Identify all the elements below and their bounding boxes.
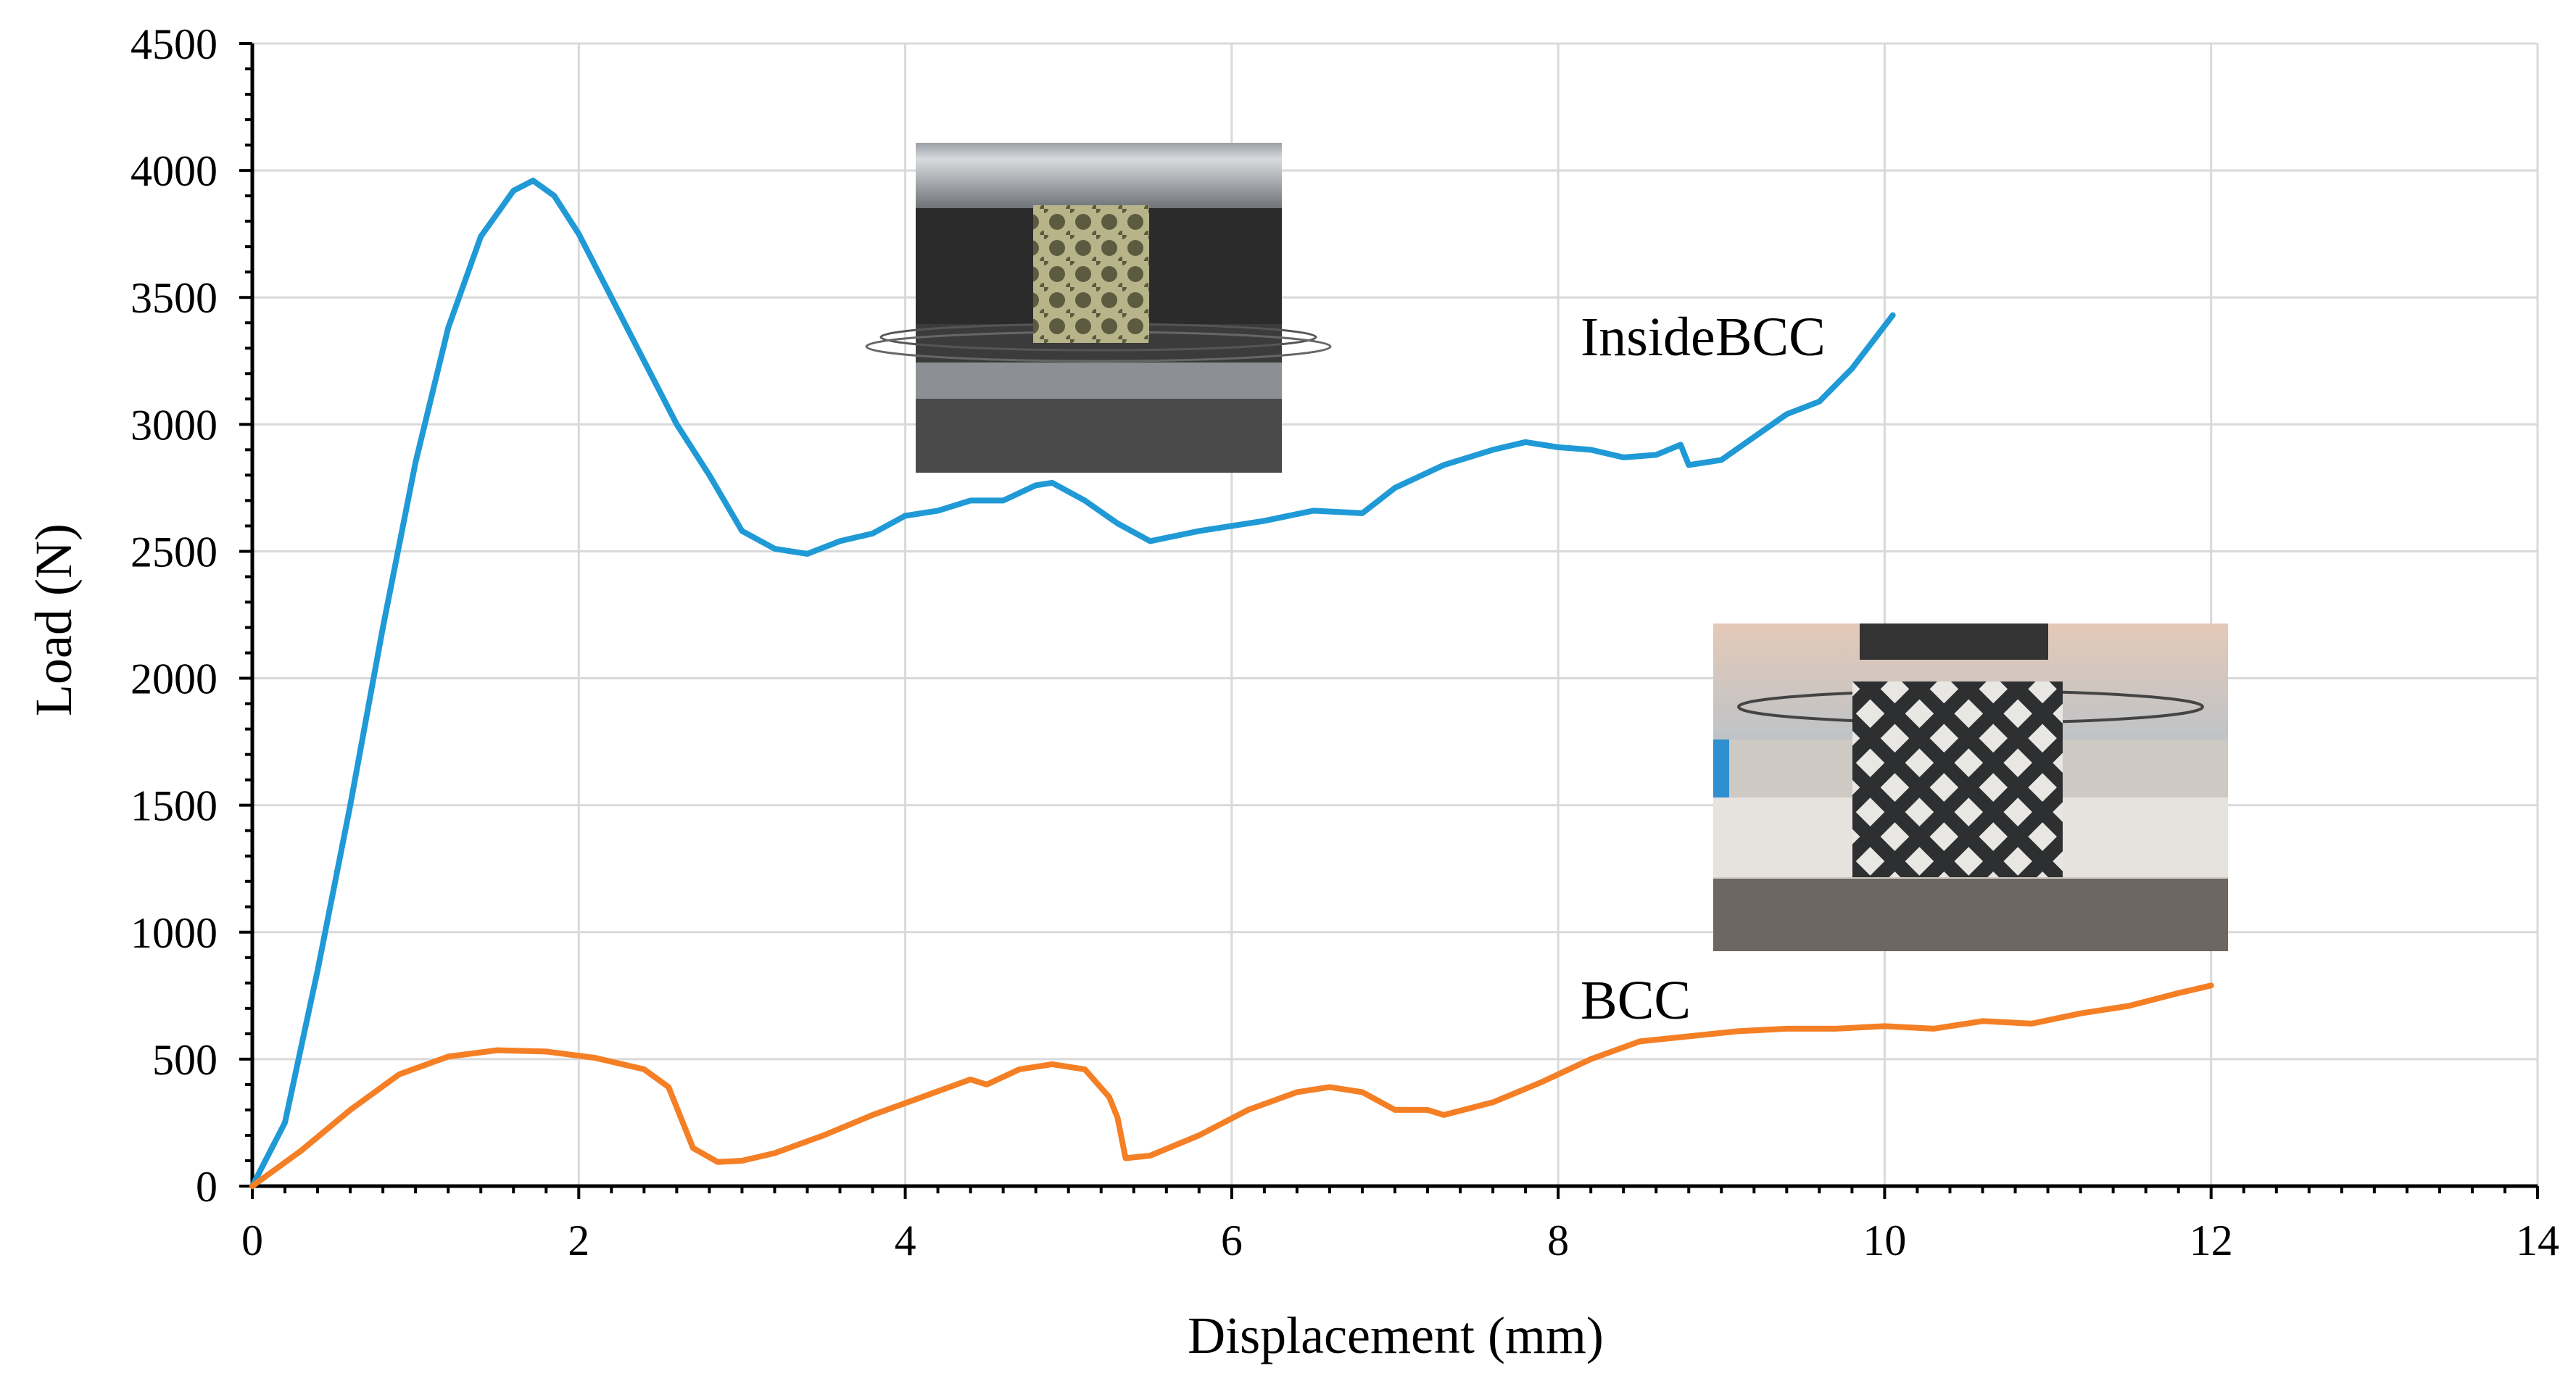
x-tick-label-2: 4 [895, 1217, 916, 1264]
y-tick-label-9: 4500 [131, 20, 218, 68]
y-tick-label-6: 3000 [131, 401, 218, 449]
inset-photo-bcc [1713, 624, 2228, 951]
series-lines [249, 178, 2214, 1189]
x-axis-title: Displacement (mm) [1188, 1306, 1604, 1364]
y-tick-label-0: 0 [196, 1163, 218, 1211]
y-tick-label-4: 2000 [131, 655, 218, 703]
inset-photo-insidebcc [865, 143, 1332, 473]
y-tick-label-5: 2500 [131, 528, 218, 576]
axes [239, 42, 2539, 1199]
x-tick-label-3: 6 [1221, 1217, 1243, 1264]
series-line-bcc [249, 982, 2214, 1189]
y-tick-label-2: 1000 [131, 909, 218, 957]
series-label-insidebcc: InsideBCC [1581, 307, 1826, 368]
y-tick-labels: 0 500 1000 1500 2000 2500 3000 3500 4000 4500 [131, 20, 218, 1211]
x-tick-label-7: 14 [2516, 1217, 2559, 1264]
y-tick-label-7: 3500 [131, 274, 218, 322]
x-tick-label-0: 0 [241, 1217, 263, 1264]
grid-lines [252, 42, 2539, 1186]
x-tick-label-1: 2 [568, 1217, 589, 1264]
y-tick-label-3: 1500 [131, 782, 218, 830]
x-tick-label-6: 12 [2190, 1217, 2233, 1264]
x-tick-labels: 0 2 4 6 8 10 12 14 [241, 1217, 2559, 1264]
x-tick-label-5: 10 [1863, 1217, 1906, 1264]
y-tick-label-1: 500 [152, 1036, 218, 1084]
y-axis-title: Load (N) [25, 523, 83, 716]
series-label-bcc: BCC [1581, 970, 1691, 1031]
series-line-insidebcc [249, 178, 1896, 1189]
x-tick-label-4: 8 [1547, 1217, 1569, 1264]
y-tick-label-8: 4000 [131, 147, 218, 195]
